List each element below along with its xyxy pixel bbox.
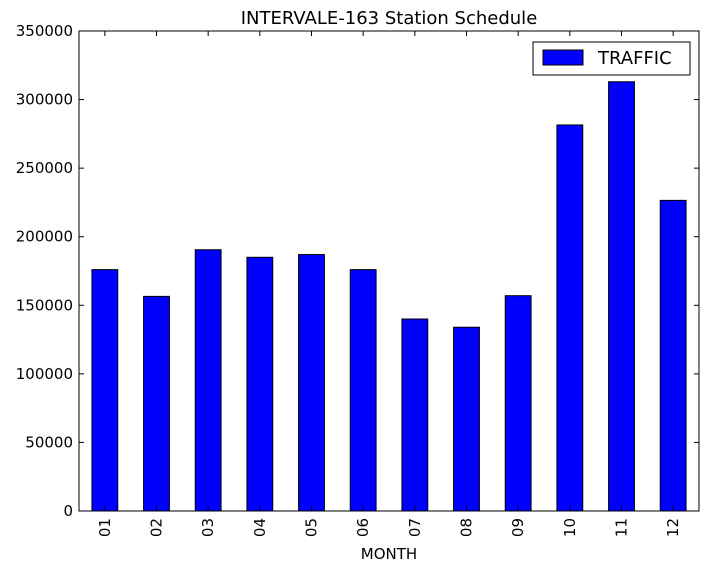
x-tick-label-04: 04: [251, 518, 269, 537]
bar-05: [298, 254, 325, 512]
bar-06: [349, 269, 377, 512]
legend-swatch-traffic: [542, 49, 584, 66]
bar-02: [143, 295, 170, 512]
chart-title: INTERVALE-163 Station Schedule: [241, 8, 538, 29]
x-tick-label-03: 03: [199, 518, 217, 537]
legend: TRAFFIC: [532, 41, 691, 76]
y-tick-label-200000: 200000: [16, 228, 73, 246]
x-tick-label-06: 06: [354, 518, 372, 537]
x-axis: 01 02 03 04 05 06 07 08 09 10 11 12: [96, 31, 682, 537]
y-axis: 0 50000 100000 150000 200000 250000 300000 3500…: [16, 22, 699, 520]
x-tick-label-01: 01: [96, 518, 114, 537]
bar-01: [91, 269, 119, 512]
x-tick-label-05: 05: [303, 518, 321, 537]
bar-03: [194, 249, 222, 512]
y-tick-label-100000: 100000: [16, 365, 73, 383]
legend-label-traffic: TRAFFIC: [597, 48, 672, 69]
y-tick-label-0: 0: [63, 502, 73, 520]
bar-04: [246, 256, 274, 512]
x-tick-label-11: 11: [613, 518, 631, 537]
x-tick-label-09: 09: [509, 518, 527, 537]
x-tick-label-10: 10: [561, 518, 579, 537]
bar-09: [504, 295, 532, 512]
x-tick-label-07: 07: [406, 518, 424, 537]
plot-area-frame: [78, 30, 700, 512]
bar-08: [453, 326, 480, 512]
y-tick-label-300000: 300000: [16, 91, 73, 109]
bar-07: [401, 318, 429, 512]
y-tick-label-250000: 250000: [16, 159, 73, 177]
bar-11: [608, 81, 635, 512]
x-axis-label: MONTH: [361, 545, 417, 563]
bar-12: [659, 199, 687, 512]
x-tick-label-08: 08: [458, 518, 476, 537]
bar-10: [556, 124, 584, 512]
y-tick-label-350000: 350000: [16, 22, 73, 40]
bars-group: [91, 81, 687, 512]
x-tick-label-12: 12: [664, 518, 682, 537]
y-tick-label-150000: 150000: [16, 296, 73, 314]
y-tick-label-50000: 50000: [25, 433, 73, 451]
x-tick-label-02: 02: [148, 518, 166, 537]
